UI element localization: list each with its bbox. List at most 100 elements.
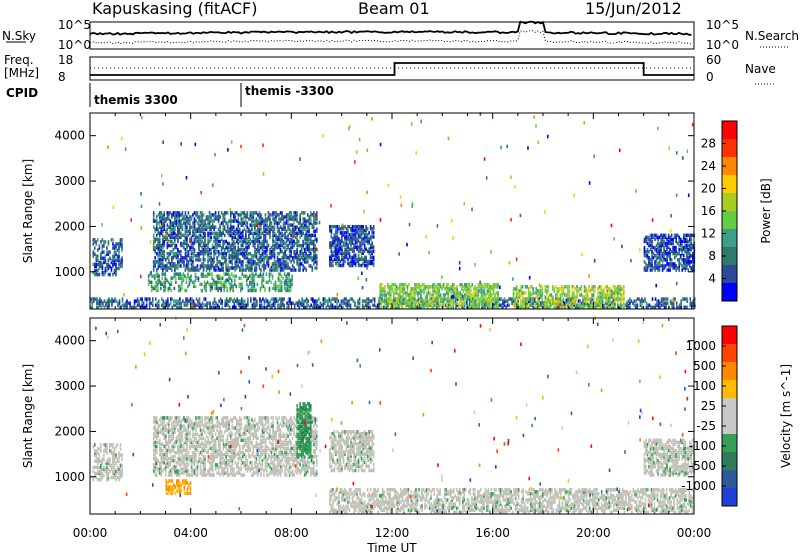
echo-cell <box>341 227 343 231</box>
echo-cell <box>223 225 226 229</box>
echo-cell <box>174 303 177 307</box>
echo-cell <box>158 258 161 262</box>
echo-cell <box>225 239 227 244</box>
echo-cell <box>368 239 370 243</box>
echo-cell <box>293 260 295 264</box>
echo-cell <box>296 217 298 221</box>
echo-cell <box>433 297 436 301</box>
echo-cell <box>280 286 283 291</box>
echo-cell <box>181 256 184 260</box>
echo-cell <box>467 297 470 301</box>
echo-cell <box>351 235 354 239</box>
echo-cell <box>357 261 360 266</box>
echo-cell <box>356 229 358 233</box>
echo-cell <box>98 260 101 265</box>
echo-cell <box>365 239 367 243</box>
echo-cell <box>512 289 515 293</box>
echo-cell <box>301 299 303 303</box>
echo-cell <box>106 246 108 250</box>
echo-cell <box>285 235 288 240</box>
echo-cell <box>562 305 565 309</box>
echo-cell <box>368 237 370 241</box>
echo-cell <box>499 303 501 307</box>
echo-cell <box>296 225 298 229</box>
echo-cell <box>517 295 519 299</box>
echo-cell <box>480 295 483 299</box>
date-title: 15/Jun/2012 <box>585 0 682 18</box>
echo-cell <box>436 295 439 299</box>
echo-cell <box>195 213 197 217</box>
echo-cell <box>311 247 314 252</box>
echo-cell <box>187 264 190 268</box>
echo-cell <box>106 301 109 305</box>
echo-cell <box>372 303 374 307</box>
echo-cell <box>198 215 200 219</box>
echo-cell <box>477 283 480 287</box>
echo-cell <box>213 225 215 229</box>
echo-cell <box>217 251 220 256</box>
echo-cell <box>257 227 259 231</box>
echo-cell <box>252 276 254 280</box>
echo-cell <box>439 285 442 289</box>
echo-cell <box>691 243 694 248</box>
echo-cell <box>643 266 646 270</box>
echo-cell <box>190 266 193 270</box>
echo-cell <box>348 247 351 251</box>
echo-cell <box>502 299 504 303</box>
echo-cell <box>216 231 218 236</box>
echo-cell <box>251 227 253 231</box>
echo-cell <box>573 301 575 305</box>
echo-cell <box>177 249 179 254</box>
echo-cell <box>303 258 306 262</box>
echo-cell <box>237 219 240 223</box>
echo-cell <box>329 255 331 260</box>
echo-cell <box>119 262 122 267</box>
echo-cell <box>157 231 160 236</box>
echo-cell <box>234 245 237 250</box>
echo-cell <box>222 239 224 244</box>
echo-cell <box>104 266 107 271</box>
echo-cell <box>561 289 563 293</box>
echo-cell <box>488 303 490 307</box>
echo-cell <box>198 223 200 227</box>
echo-cell <box>218 274 221 278</box>
echo-cell <box>553 305 556 309</box>
echo-cell <box>658 260 661 264</box>
echo-cell <box>196 221 199 225</box>
echo-cell <box>549 301 551 305</box>
echo-cell <box>400 287 403 291</box>
echo-cell <box>272 243 274 248</box>
echo-cell <box>473 287 475 291</box>
echo-cell <box>567 285 569 289</box>
echo-cell <box>553 287 556 291</box>
echo-cell <box>447 303 450 307</box>
echo-cell <box>517 299 519 303</box>
echo-cell <box>222 213 224 217</box>
echo-cell <box>411 297 413 301</box>
echo-cell <box>254 211 256 215</box>
echo-cell <box>234 305 237 309</box>
echo-cell <box>279 288 281 293</box>
echo-cell <box>372 231 375 235</box>
echo-cell <box>100 264 102 269</box>
echo-cell <box>274 297 276 301</box>
echo-cell <box>281 213 283 217</box>
echo-cell <box>403 287 406 291</box>
echo-cell <box>645 251 647 256</box>
echo-cell <box>229 213 232 217</box>
echo-cell <box>422 303 424 307</box>
echo-cell <box>469 299 471 303</box>
echo-cell <box>577 303 580 307</box>
echo-cell <box>184 221 187 225</box>
echo-cell <box>362 237 364 241</box>
echo-cell <box>183 217 185 221</box>
echo-cell <box>639 299 642 303</box>
echo-cell <box>225 229 227 234</box>
echo-cell <box>491 285 493 289</box>
echo-cell <box>100 301 103 305</box>
echo-cell <box>598 297 601 301</box>
echo-cell <box>623 289 625 293</box>
echo-cell <box>613 293 616 297</box>
echo-cell <box>613 289 616 293</box>
echo-cell <box>527 289 530 293</box>
